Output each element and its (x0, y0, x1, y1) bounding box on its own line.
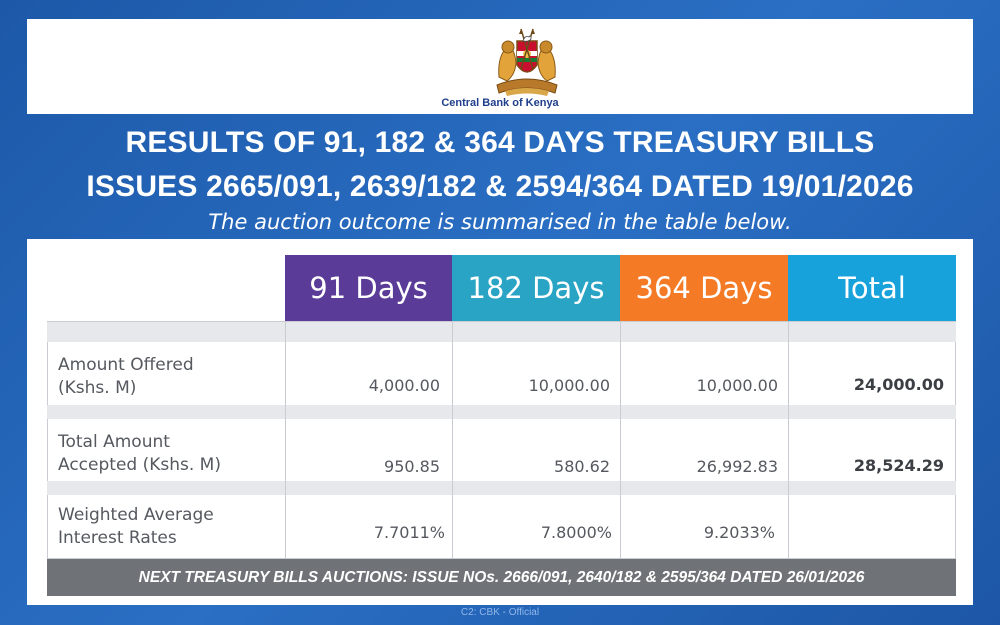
page-title-line2: ISSUES 2665/091, 2639/182 & 2594/364 DAT… (86, 170, 914, 203)
row-label-line2: (Kshs. M) (58, 378, 137, 398)
row-label-line2: Accepted (Kshs. M) (58, 455, 221, 475)
classification-label: C2: CBK - Official (460, 607, 540, 618)
table-cell: 7.8000% (540, 523, 612, 542)
column-header-364-days: 364 Days (620, 255, 788, 333)
table-spacer-band (47, 405, 956, 419)
column-divider (285, 321, 286, 559)
row-label-line1: Amount Offered (58, 355, 194, 375)
table-row-label: Total Amount Accepted (Kshs. M) (58, 431, 221, 477)
table-cell-total: 24,000.00 (853, 375, 944, 394)
next-auction-banner: NEXT TREASURY BILLS AUCTIONS: ISSUE NOs.… (47, 559, 956, 596)
table-cell: 950.85 (384, 457, 440, 476)
row-label-line2: Interest Rates (58, 528, 177, 548)
column-header-182-days: 182 Days (452, 255, 620, 333)
column-header-label: 364 Days (635, 271, 773, 305)
header-band: Central Bank of Kenya (27, 19, 973, 114)
logo-text: Central Bank of Kenya (441, 97, 559, 109)
row-label-line1: Total Amount (58, 432, 170, 452)
column-divider (620, 321, 621, 559)
table-row-label: Amount Offered (Kshs. M) (58, 354, 194, 400)
table-cell: 26,992.83 (696, 457, 778, 476)
table-cell: 9.2033% (703, 523, 775, 542)
column-header-total: Total (788, 255, 956, 333)
column-header-label: Total (838, 271, 906, 305)
table-cell: 10,000.00 (528, 376, 610, 395)
page-subtitle: The auction outcome is summarised in the… (208, 210, 792, 234)
table-row-label: Weighted Average Interest Rates (58, 504, 214, 550)
column-divider (788, 321, 789, 559)
row-label-line1: Weighted Average (58, 505, 214, 525)
table-cell: 7.7011% (373, 523, 445, 542)
column-divider (452, 321, 453, 559)
table-spacer-band (47, 481, 956, 495)
results-table (47, 321, 956, 559)
coat-of-arms-icon (496, 28, 558, 96)
table-spacer-band (47, 322, 956, 342)
column-header-label: 91 Days (309, 271, 428, 305)
table-cell: 10,000.00 (696, 376, 778, 395)
page-title-line1: RESULTS OF 91, 182 & 364 DAYS TREASURY B… (125, 126, 875, 159)
table-cell: 4,000.00 (368, 376, 440, 395)
column-header-91-days: 91 Days (285, 255, 452, 333)
table-cell-total: 28,524.29 (853, 456, 944, 475)
table-cell: 580.62 (554, 457, 610, 476)
column-header-label: 182 Days (467, 271, 605, 305)
